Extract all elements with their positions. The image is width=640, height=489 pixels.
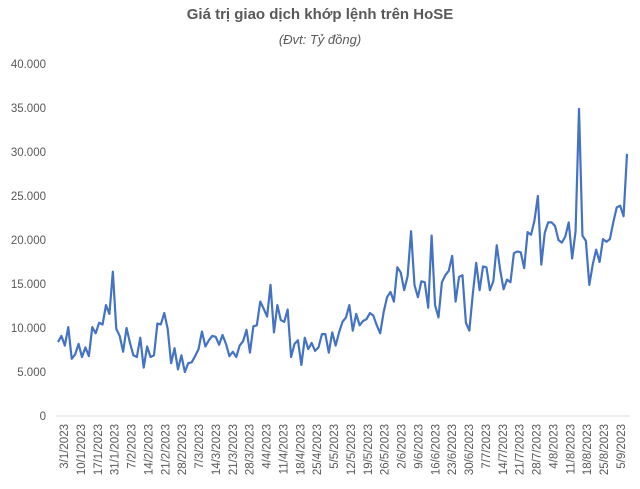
x-tick-label: 14/3/2023 — [211, 424, 223, 475]
x-tick-label: 21/7/2023 — [515, 424, 527, 475]
y-tick-label: 5.000 — [17, 367, 46, 379]
x-tick-label: 19/5/2023 — [363, 424, 375, 475]
x-tick-label: 11/8/2023 — [565, 424, 577, 474]
y-tick-label: 35.000 — [11, 103, 46, 115]
y-tick-label: 0 — [40, 411, 46, 423]
x-tick-label: 31/1/2023 — [110, 424, 122, 475]
x-tick-label: 9/6/2023 — [413, 424, 425, 469]
y-tick-label: 40.000 — [11, 59, 46, 71]
x-tick-label: 28/2/2023 — [177, 424, 189, 475]
x-tick-label: 16/6/2023 — [430, 424, 442, 475]
x-tick-label: 3/1/2023 — [59, 424, 71, 469]
x-tick-label: 7/7/2023 — [481, 424, 493, 469]
x-tick-label: 5/9/2023 — [616, 424, 628, 469]
x-tick-label: 12/5/2023 — [346, 424, 358, 475]
x-tick-label: 25/8/2023 — [599, 424, 611, 475]
x-tick-label: 28/7/2023 — [532, 424, 544, 475]
x-tick-label: 14/2/2023 — [143, 424, 155, 475]
x-tick-label: 14/7/2023 — [498, 424, 510, 475]
x-tick-label: 5/5/2023 — [329, 424, 341, 469]
x-tick-label: 7/3/2023 — [194, 424, 206, 469]
x-tick-label: 26/5/2023 — [380, 424, 392, 475]
x-tick-label: 18/4/2023 — [295, 424, 307, 475]
x-tick-label: 4/4/2023 — [262, 424, 274, 469]
chart-title: Giá trị giao dịch khớp lệnh trên HoSE — [186, 6, 454, 23]
x-tick-label: 18/8/2023 — [582, 424, 594, 475]
x-tick-label: 11/4/2023 — [278, 424, 290, 474]
x-tick-label: 4/8/2023 — [548, 424, 560, 469]
y-tick-label: 25.000 — [11, 191, 46, 203]
x-tick-label: 10/1/2023 — [76, 424, 88, 475]
x-tick-label: 21/2/2023 — [160, 424, 172, 475]
chart-subtitle: (Đvt: Tỷ đồng) — [278, 32, 362, 47]
x-tick-label: 30/6/2023 — [464, 424, 476, 475]
series-line — [57, 107, 629, 374]
x-tick-label: 17/1/2023 — [93, 424, 105, 475]
y-tick-label: 10.000 — [11, 323, 46, 335]
x-tick-label: 2/6/2023 — [397, 424, 409, 469]
y-tick-label: 20.000 — [11, 235, 46, 247]
x-tick-label: 23/6/2023 — [447, 424, 459, 475]
x-tick-label: 25/4/2023 — [312, 424, 324, 475]
x-tick-label: 21/3/2023 — [228, 424, 240, 475]
x-tick-label: 7/2/2023 — [127, 424, 139, 469]
x-tick-label: 28/3/2023 — [245, 424, 257, 475]
y-tick-label: 30.000 — [11, 147, 46, 159]
y-tick-label: 15.000 — [11, 279, 46, 291]
